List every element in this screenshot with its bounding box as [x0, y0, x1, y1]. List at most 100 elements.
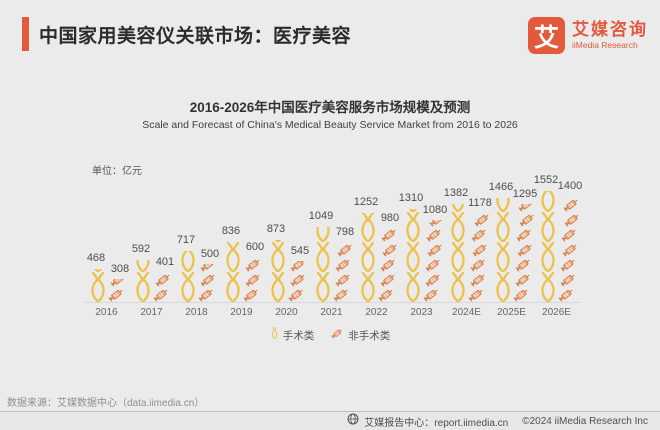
syringe-icon [243, 289, 258, 302]
nonsurgical-bar [287, 261, 311, 302]
surgical-bar [402, 209, 424, 302]
legend-item-nonsurgical: 非手术类 [330, 326, 390, 344]
surgical-bar [537, 191, 559, 302]
nonsurgical-value-label: 1295 [512, 188, 538, 200]
syringe-icon [378, 289, 393, 302]
footer-copyright: ©2024 iiMedia Research Inc [522, 415, 648, 427]
syringe-icon [330, 326, 344, 344]
bar-group-2023: 1310 1080 [398, 172, 447, 302]
bar-group-2026E: 1552 1400 [533, 172, 582, 302]
tweezers-icon [316, 272, 330, 302]
surgical-value-label: 1049 [308, 210, 334, 222]
x-axis-labels: 2016 2017 2018 2019 2020 2021 2022 2023 2024E 202… [84, 307, 580, 318]
bar-group-2025E: 1466 1295 [489, 172, 537, 302]
bar-group-2017: 592 401 [129, 172, 174, 302]
syringe-icon [201, 274, 215, 287]
accent-bar [22, 17, 29, 51]
syringe-icon [335, 259, 350, 272]
syringe-icon [426, 274, 440, 287]
syringe-icon [426, 229, 441, 242]
syringe-icon [288, 289, 303, 302]
syringe-icon [425, 259, 440, 272]
surgical-value-label: 468 [86, 252, 106, 264]
tweezers-icon [316, 242, 330, 272]
syringe-icon [198, 289, 213, 302]
syringe-icon [200, 264, 214, 272]
nonsurgical-bar [512, 204, 536, 302]
tweezers-icon [181, 272, 195, 302]
x-axis-label-2025E: 2025E [497, 307, 526, 318]
surgical-bar [492, 198, 514, 302]
tweezers-icon [496, 272, 510, 302]
tweezers-icon [406, 272, 420, 302]
tweezers-icon [136, 260, 150, 272]
syringe-icon [333, 289, 348, 302]
unit-label: 单位：亿元 [92, 166, 142, 177]
logo-text: 艾媒咨询 iiMedia Research [572, 20, 648, 50]
surgical-value-label: 1310 [398, 192, 424, 204]
tweezers-icon [451, 212, 465, 242]
syringe-icon [246, 274, 260, 287]
footer-bar: 艾媒报告中心：report.iimedia.cn ©2024 iiMedia R… [0, 411, 660, 430]
syringe-icon [470, 259, 485, 272]
nonsurgical-value-label: 308 [110, 263, 130, 275]
tweezers-icon [451, 242, 465, 272]
legend-label-surgical: 手术类 [282, 329, 315, 342]
bar-group-2024E: 1382 1178 [444, 172, 492, 302]
surgical-bar [87, 269, 109, 302]
x-axis-label-2017: 2017 [140, 307, 163, 318]
surgical-value-label: 1252 [353, 196, 379, 208]
nonsurgical-bar [422, 220, 446, 302]
tweezers-icon [226, 272, 240, 302]
nonsurgical-value-label: 1400 [557, 180, 583, 192]
surgical-bar [267, 240, 289, 302]
syringe-icon [474, 214, 489, 227]
nonsurgical-bar [332, 242, 356, 302]
syringe-icon [513, 289, 528, 302]
syringe-icon [561, 274, 575, 287]
tweezers-icon [406, 242, 420, 272]
syringe-icon [290, 261, 305, 272]
tweezers-icon [541, 212, 555, 242]
page-title: 中国家用美容仪关联市场：医疗美容 [39, 25, 352, 47]
syringe-icon [558, 289, 573, 302]
legend: 手术类 非手术类 [0, 326, 660, 344]
iimedia-logo-icon: 艾 [528, 17, 565, 54]
syringe-icon [471, 229, 486, 242]
x-axis-label-2018: 2018 [185, 307, 208, 318]
iimedia-globe-icon [347, 413, 359, 425]
tweezers-icon [451, 204, 465, 212]
surgical-value-label: 1552 [533, 174, 559, 186]
syringe-icon [381, 229, 396, 242]
tweezers-icon [541, 242, 555, 272]
legend-item-surgical: 手术类 [270, 326, 315, 344]
x-axis-label-2021: 2021 [320, 307, 343, 318]
surgical-bar [312, 227, 334, 302]
syringe-icon [519, 214, 534, 227]
syringe-icon [517, 244, 532, 257]
tweezers-icon [136, 272, 150, 302]
chart-title: 2016-2026年中国医疗美容服务市场规模及预测 [189, 100, 471, 115]
footer-report-text: 艾媒报告中心：report.iimedia.cn [364, 417, 509, 429]
nonsurgical-value-label: 545 [290, 245, 310, 257]
tweezers-icon [451, 272, 465, 302]
syringe-icon [108, 289, 123, 302]
syringe-icon [245, 259, 260, 272]
logo-name-en: iiMedia Research [572, 39, 638, 50]
syringe-icon [380, 259, 395, 272]
surgical-bar [222, 242, 244, 302]
tweezers-icon [181, 251, 195, 272]
tweezers-icon [361, 272, 375, 302]
nonsurgical-bar [242, 257, 266, 302]
footer-report-center: 艾媒报告中心：report.iimedia.cn [347, 412, 508, 430]
syringe-icon [516, 229, 531, 242]
surgical-value-label: 873 [266, 223, 286, 235]
bar-group-2020: 873 545 [264, 172, 309, 302]
surgical-value-label: 836 [221, 225, 241, 237]
syringe-icon [562, 244, 577, 257]
surgical-value-label: 592 [131, 243, 151, 255]
tweezers-icon [271, 272, 285, 302]
tweezers-icon [226, 242, 240, 272]
surgical-bar [357, 213, 379, 302]
